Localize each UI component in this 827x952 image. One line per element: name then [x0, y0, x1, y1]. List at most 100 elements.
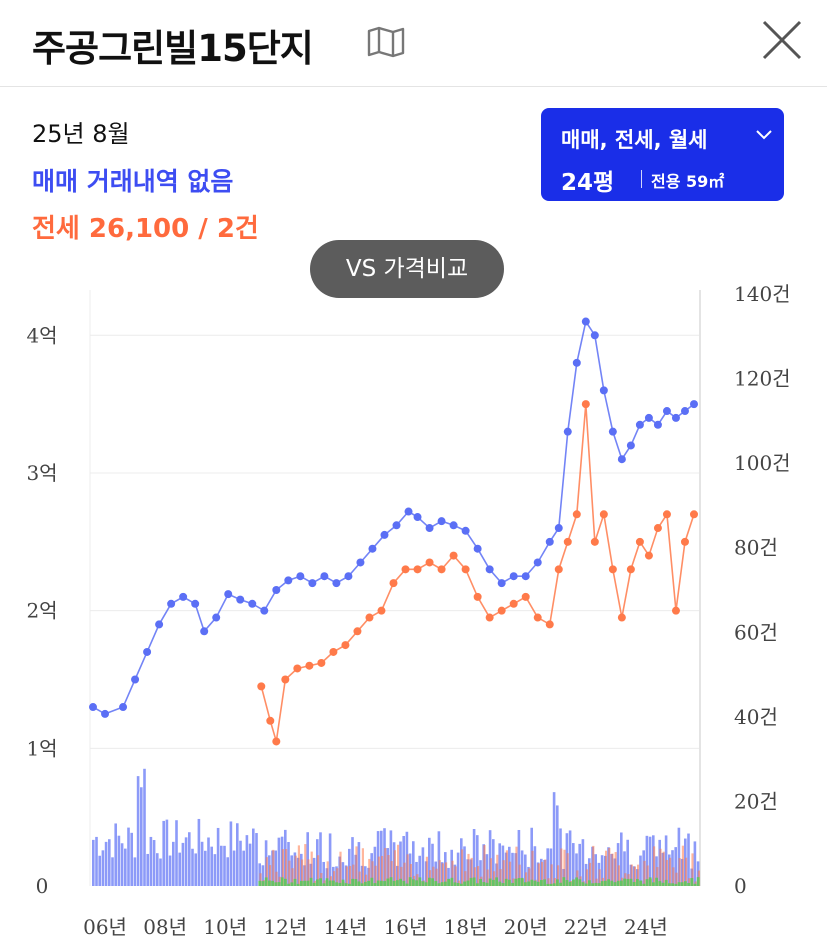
rent-volume-bar	[684, 881, 687, 886]
rent-volume-bar	[591, 883, 594, 886]
rent-volume-bar	[312, 882, 316, 886]
sale-volume-bar	[341, 862, 345, 886]
rent-volume-bar	[492, 879, 495, 886]
sale-volume-bar	[418, 855, 421, 886]
data-point	[617, 613, 626, 622]
lease-volume-bar	[630, 864, 633, 886]
lease-volume-bar	[589, 862, 592, 886]
deal-type-filter-button[interactable]: 매매, 전세, 월세 24평 전용 59㎡	[541, 108, 784, 201]
lease-volume-bar	[560, 848, 563, 886]
lease-volume-bar	[381, 855, 384, 886]
rent-volume-bar	[546, 883, 550, 886]
sale-volume-bar	[184, 837, 188, 886]
rent-volume-bar	[562, 877, 566, 886]
lease-volume-bar	[611, 853, 614, 886]
sale-volume-bar	[517, 829, 521, 886]
sale-volume-bar	[687, 833, 690, 886]
rent-volume-bar	[319, 878, 322, 886]
data-point	[332, 579, 341, 588]
data-point	[317, 658, 326, 667]
sale-volume-bar	[156, 853, 159, 886]
data-point	[689, 400, 698, 409]
sale-volume-bar	[98, 855, 101, 886]
lease-volume-bar	[691, 853, 694, 886]
x-tick-label: 08년	[143, 915, 187, 939]
data-point	[437, 517, 446, 526]
sale-volume-bar	[111, 857, 114, 886]
rent-volume-bar	[652, 882, 655, 886]
data-point	[377, 606, 386, 615]
lease-volume-bar	[333, 871, 336, 886]
lease-volume-bar	[662, 851, 665, 886]
lease-volume-bar	[512, 878, 515, 886]
x-tick-label: 14년	[323, 915, 367, 939]
data-point	[554, 524, 563, 533]
data-point	[563, 537, 572, 546]
rent-volume-bar	[559, 882, 562, 886]
lease-volume-bar	[461, 849, 464, 886]
rent-volume-bar	[364, 881, 367, 886]
data-point	[461, 526, 470, 535]
data-point	[413, 565, 422, 574]
rent-volume-bar	[274, 882, 278, 886]
data-point	[599, 386, 608, 395]
vs-compare-button[interactable]: VS 가격비교	[310, 240, 504, 298]
lease-volume-bar	[496, 854, 499, 886]
lease-volume-bar	[665, 859, 668, 886]
lease-volume-bar	[265, 857, 268, 886]
sale-volume-bar	[188, 832, 191, 886]
sale-volume-bar	[357, 842, 361, 886]
lease-volume-bar	[681, 845, 684, 886]
lease-volume-bar	[608, 847, 611, 886]
rent-volume-bar	[565, 880, 569, 886]
rent-volume-bar	[376, 880, 380, 886]
rent-volume-bar	[389, 877, 393, 886]
lease-volume-bar	[592, 845, 595, 886]
sale-volume-bar	[556, 805, 559, 886]
lease-volume-bar	[259, 873, 262, 886]
rent-volume-bar	[629, 878, 633, 886]
sale-volume-bar	[127, 827, 130, 886]
lease-volume-bar	[304, 844, 307, 886]
sale-volume-bar	[472, 828, 476, 886]
rent-volume-bar	[293, 878, 297, 886]
sale-volume-bar	[479, 860, 482, 886]
sale-volume-bar	[136, 776, 140, 886]
lease-volume-bar	[371, 861, 374, 886]
lease-volume-bar	[553, 877, 556, 886]
data-point	[581, 317, 590, 326]
data-point	[353, 627, 362, 636]
sale-volume-bar	[277, 837, 281, 886]
rent-volume-bar	[645, 879, 649, 886]
sale-volume-bar	[575, 853, 578, 886]
rent-volume-bar	[514, 878, 518, 886]
data-point	[200, 627, 209, 636]
sale-volume-bar	[578, 843, 581, 886]
data-point	[671, 413, 680, 422]
sale-volume-bar	[648, 836, 652, 886]
rent-volume-bar	[696, 877, 700, 886]
sale-volume-bar	[194, 853, 197, 886]
lease-volume-bar	[499, 869, 502, 886]
lease-volume-bar	[390, 861, 393, 886]
sale-volume-bar	[552, 792, 556, 886]
data-point	[509, 572, 518, 581]
rent-volume-bar	[344, 883, 348, 886]
y-right-tick-label: 120건	[734, 367, 791, 391]
rent-volume-bar	[613, 882, 617, 886]
price-chart[interactable]: 0 1억 2억 3억 4억 0 20건 40건 60건 80건 100건 120건 140건 06년 08년…	[0, 280, 827, 952]
rent-volume-bar	[332, 880, 335, 886]
sale-volume-bar	[216, 827, 220, 886]
lease-volume-bar	[598, 869, 601, 886]
close-icon[interactable]	[760, 18, 804, 62]
lease-volume-bar	[384, 848, 387, 886]
data-point	[545, 537, 554, 546]
data-point	[509, 599, 518, 608]
map-icon[interactable]	[366, 26, 406, 58]
rent-volume-bar	[338, 882, 342, 886]
y-left-tick-label: 4억	[26, 323, 57, 347]
sale-volume-bar	[165, 819, 169, 886]
lease-volume-bar	[368, 858, 371, 886]
lease-volume-bar	[566, 853, 569, 886]
sale-volume-bar	[421, 847, 425, 886]
